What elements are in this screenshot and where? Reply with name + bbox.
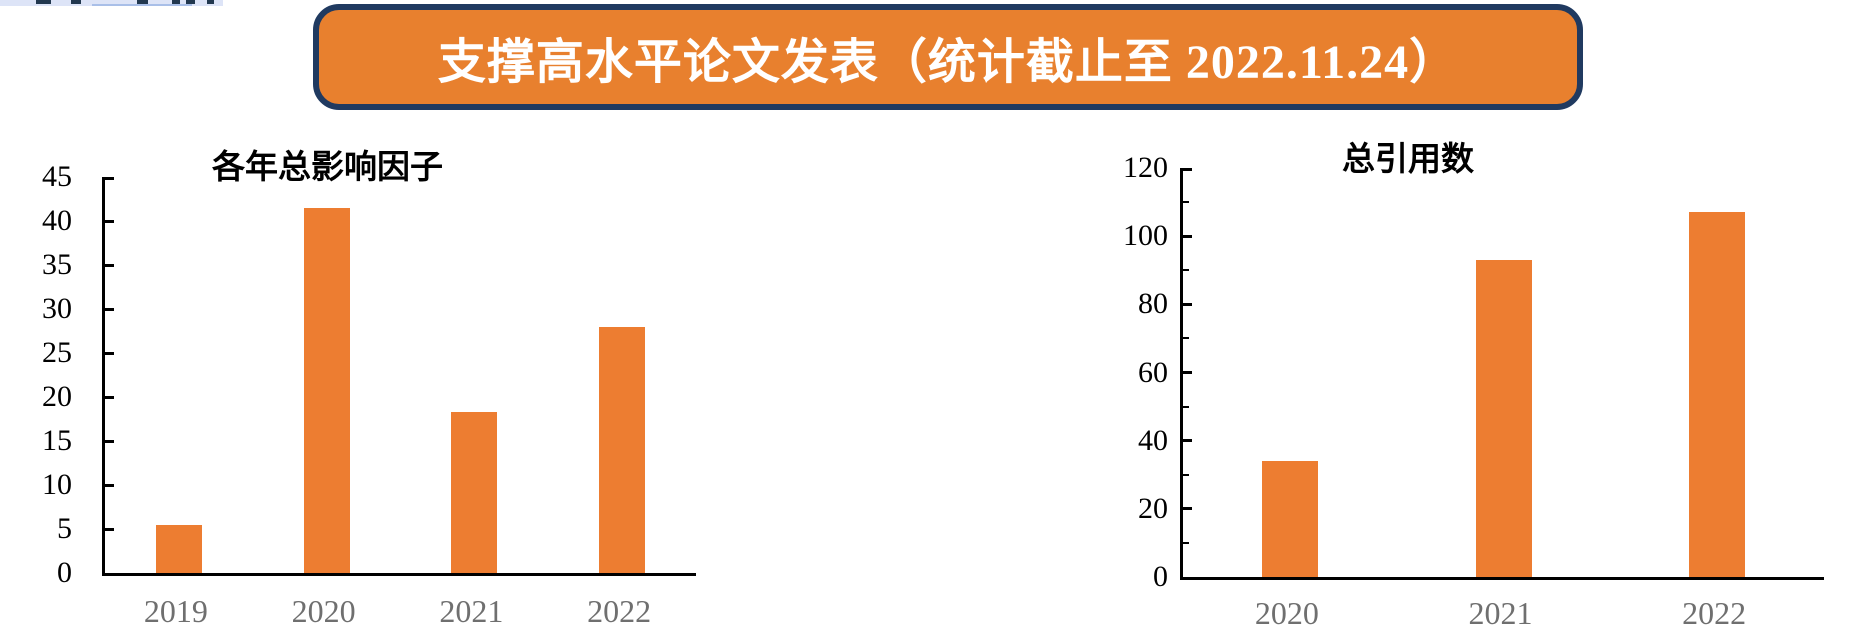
major-tick-mark <box>1183 439 1192 443</box>
x-axis-tick-label: 2022 <box>1682 595 1747 631</box>
x-axis-tick-label: 2019 <box>143 593 208 629</box>
y-axis-tick-label: 100 <box>1123 219 1168 253</box>
bar-2021 <box>1475 260 1532 577</box>
x-axis-labels: 2020 2021 2022 <box>1180 595 1821 635</box>
x-axis-tick-label: 2021 <box>1468 595 1533 631</box>
y-axis-tick-label: 20 <box>42 380 72 413</box>
major-tick-mark <box>105 395 114 399</box>
minor-tick-mark <box>1183 337 1189 340</box>
y-axis-tick-label: 35 <box>42 248 72 281</box>
citations-chart: 总引用数 0 20 40 60 80 100 120 2020 2021 2022 <box>1095 120 1857 637</box>
y-axis-tick-label: 25 <box>42 336 72 369</box>
chart-title: 各年总影响因子 <box>212 147 443 186</box>
clipped-glyph-mark <box>137 0 148 4</box>
y-axis-tick-label: 45 <box>42 160 72 193</box>
major-tick-mark <box>1183 168 1192 171</box>
x-axis-tick-label: 2021 <box>439 593 504 629</box>
y-axis-tick-label: 0 <box>1153 560 1168 593</box>
y-axis-labels: 0 20 40 60 80 100 120 <box>1095 151 1168 593</box>
clipped-glyph-mark <box>71 0 81 4</box>
y-axis-tick-label: 15 <box>42 424 72 457</box>
bar-2019 <box>155 524 202 573</box>
minor-tick-mark <box>1183 405 1189 408</box>
y-axis-labels: 0 5 10 15 20 25 30 35 40 45 <box>0 160 72 589</box>
impact-factor-chart: 各年总影响因子 0 5 10 15 20 25 30 35 40 45 2019 2020 2021 2… <box>0 130 780 637</box>
bar-2021 <box>451 411 498 573</box>
minor-tick-mark <box>1183 473 1189 476</box>
major-tick-mark <box>105 351 114 355</box>
major-tick-mark <box>105 177 114 180</box>
y-axis-tick-label: 5 <box>57 512 72 545</box>
bar-2020 <box>1261 461 1318 577</box>
title-banner: 支撑高水平论文发表（统计截止至 2022.11.24） <box>313 4 1583 110</box>
y-axis-tick-label: 60 <box>1138 355 1168 389</box>
y-axis-tick-label: 80 <box>1138 287 1168 321</box>
major-tick-mark <box>1183 302 1192 306</box>
y-axis-tick-label: 40 <box>42 204 72 237</box>
major-tick-mark <box>1183 371 1192 374</box>
major-tick-mark <box>1183 234 1192 238</box>
clipped-underline <box>92 4 192 6</box>
major-tick-mark <box>105 219 114 223</box>
x-axis-tick-label: 2020 <box>291 593 356 629</box>
minor-tick-mark <box>1183 541 1189 544</box>
major-tick-mark <box>105 439 114 443</box>
major-tick-mark <box>105 483 114 487</box>
bar-2020 <box>303 207 350 573</box>
clipped-glyph-mark <box>36 0 51 4</box>
plot-area <box>1180 168 1824 580</box>
minor-tick-mark <box>1183 269 1189 272</box>
major-tick-mark <box>105 527 114 531</box>
x-axis-tick-label: 2020 <box>1254 595 1319 631</box>
y-axis-tick-label: 10 <box>42 468 72 501</box>
y-axis-tick-label: 40 <box>1138 423 1168 457</box>
bar-2022 <box>1689 212 1746 577</box>
clipped-glyph-mark <box>207 0 214 4</box>
plot-area <box>102 177 696 576</box>
chart-title: 总引用数 <box>1342 139 1474 178</box>
y-axis-tick-label: 30 <box>42 292 72 325</box>
major-tick-mark <box>105 263 114 267</box>
clipped-glyph-mark <box>186 0 195 4</box>
clipped-glyph-mark <box>172 0 180 4</box>
x-axis-labels: 2019 2020 2021 2022 <box>102 593 693 633</box>
x-axis-tick-label: 2022 <box>587 593 652 629</box>
banner-title: 支撑高水平论文发表（统计截止至 2022.11.24） <box>437 36 1459 89</box>
major-tick-mark <box>1183 507 1192 511</box>
clipped-header-fragment <box>0 0 223 6</box>
y-axis-tick-label: 20 <box>1138 491 1168 525</box>
y-axis-tick-label: 120 <box>1123 151 1168 184</box>
y-axis-tick-label: 0 <box>57 556 72 589</box>
major-tick-mark <box>105 307 114 311</box>
minor-tick-mark <box>1183 201 1189 204</box>
bar-2022 <box>599 327 646 573</box>
